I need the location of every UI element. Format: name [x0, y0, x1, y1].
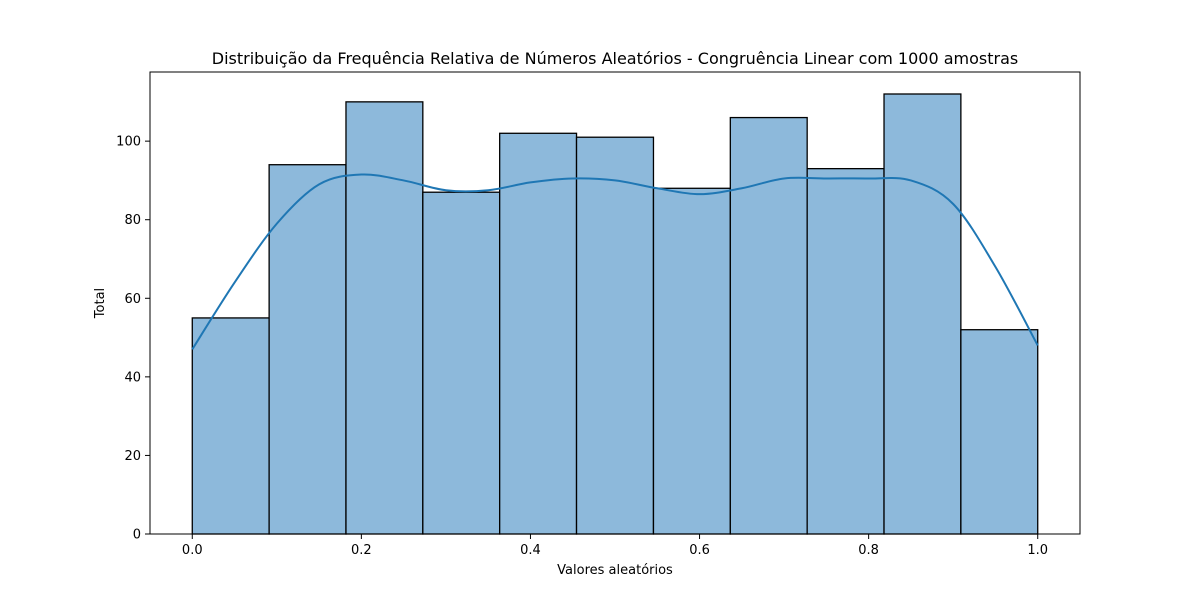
y-axis-label: Total — [93, 288, 108, 319]
y-tick-label: 0 — [133, 528, 141, 543]
histogram-bar — [960, 329, 1039, 535]
histogram-bar — [422, 191, 501, 535]
x-axis-ticks: 0.0 0.2 0.4 0.6 0.8 1.0 — [182, 534, 1048, 558]
histogram-bar — [883, 93, 962, 535]
y-tick-label: 20 — [124, 449, 141, 464]
histogram-bar — [345, 101, 424, 535]
histogram-bar — [499, 132, 578, 535]
x-tick-label: 0.6 — [689, 543, 710, 558]
x-tick-label: 0.4 — [520, 543, 541, 558]
y-tick-label: 60 — [124, 292, 141, 307]
histogram-bar — [652, 187, 731, 535]
histogram-bar — [729, 116, 808, 535]
x-tick-label: 0.8 — [858, 543, 879, 558]
chart-title: Distribuição da Frequência Relativa de N… — [212, 49, 1019, 68]
histogram-bar — [268, 164, 347, 535]
y-tick-label: 80 — [124, 213, 141, 228]
x-tick-label: 0.0 — [182, 543, 203, 558]
y-tick-label: 100 — [116, 135, 141, 150]
x-axis-label: Valores aleatórios — [557, 563, 673, 578]
histogram-bar — [575, 136, 655, 535]
histogram-bar — [191, 317, 270, 535]
histogram-bar — [806, 167, 885, 535]
x-tick-label: 1.0 — [1027, 543, 1048, 558]
x-tick-label: 0.2 — [351, 543, 372, 558]
y-axis-ticks: 0 20 40 60 80 100 — [116, 135, 150, 543]
kde-curve — [191, 173, 1039, 350]
bars-group — [191, 93, 1039, 535]
y-tick-label: 40 — [124, 370, 141, 385]
plot-frame — [149, 71, 1081, 535]
